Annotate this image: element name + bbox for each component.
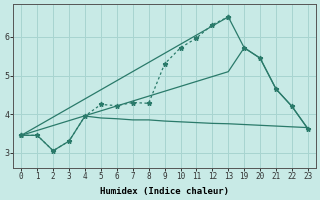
X-axis label: Humidex (Indice chaleur): Humidex (Indice chaleur) <box>100 187 229 196</box>
